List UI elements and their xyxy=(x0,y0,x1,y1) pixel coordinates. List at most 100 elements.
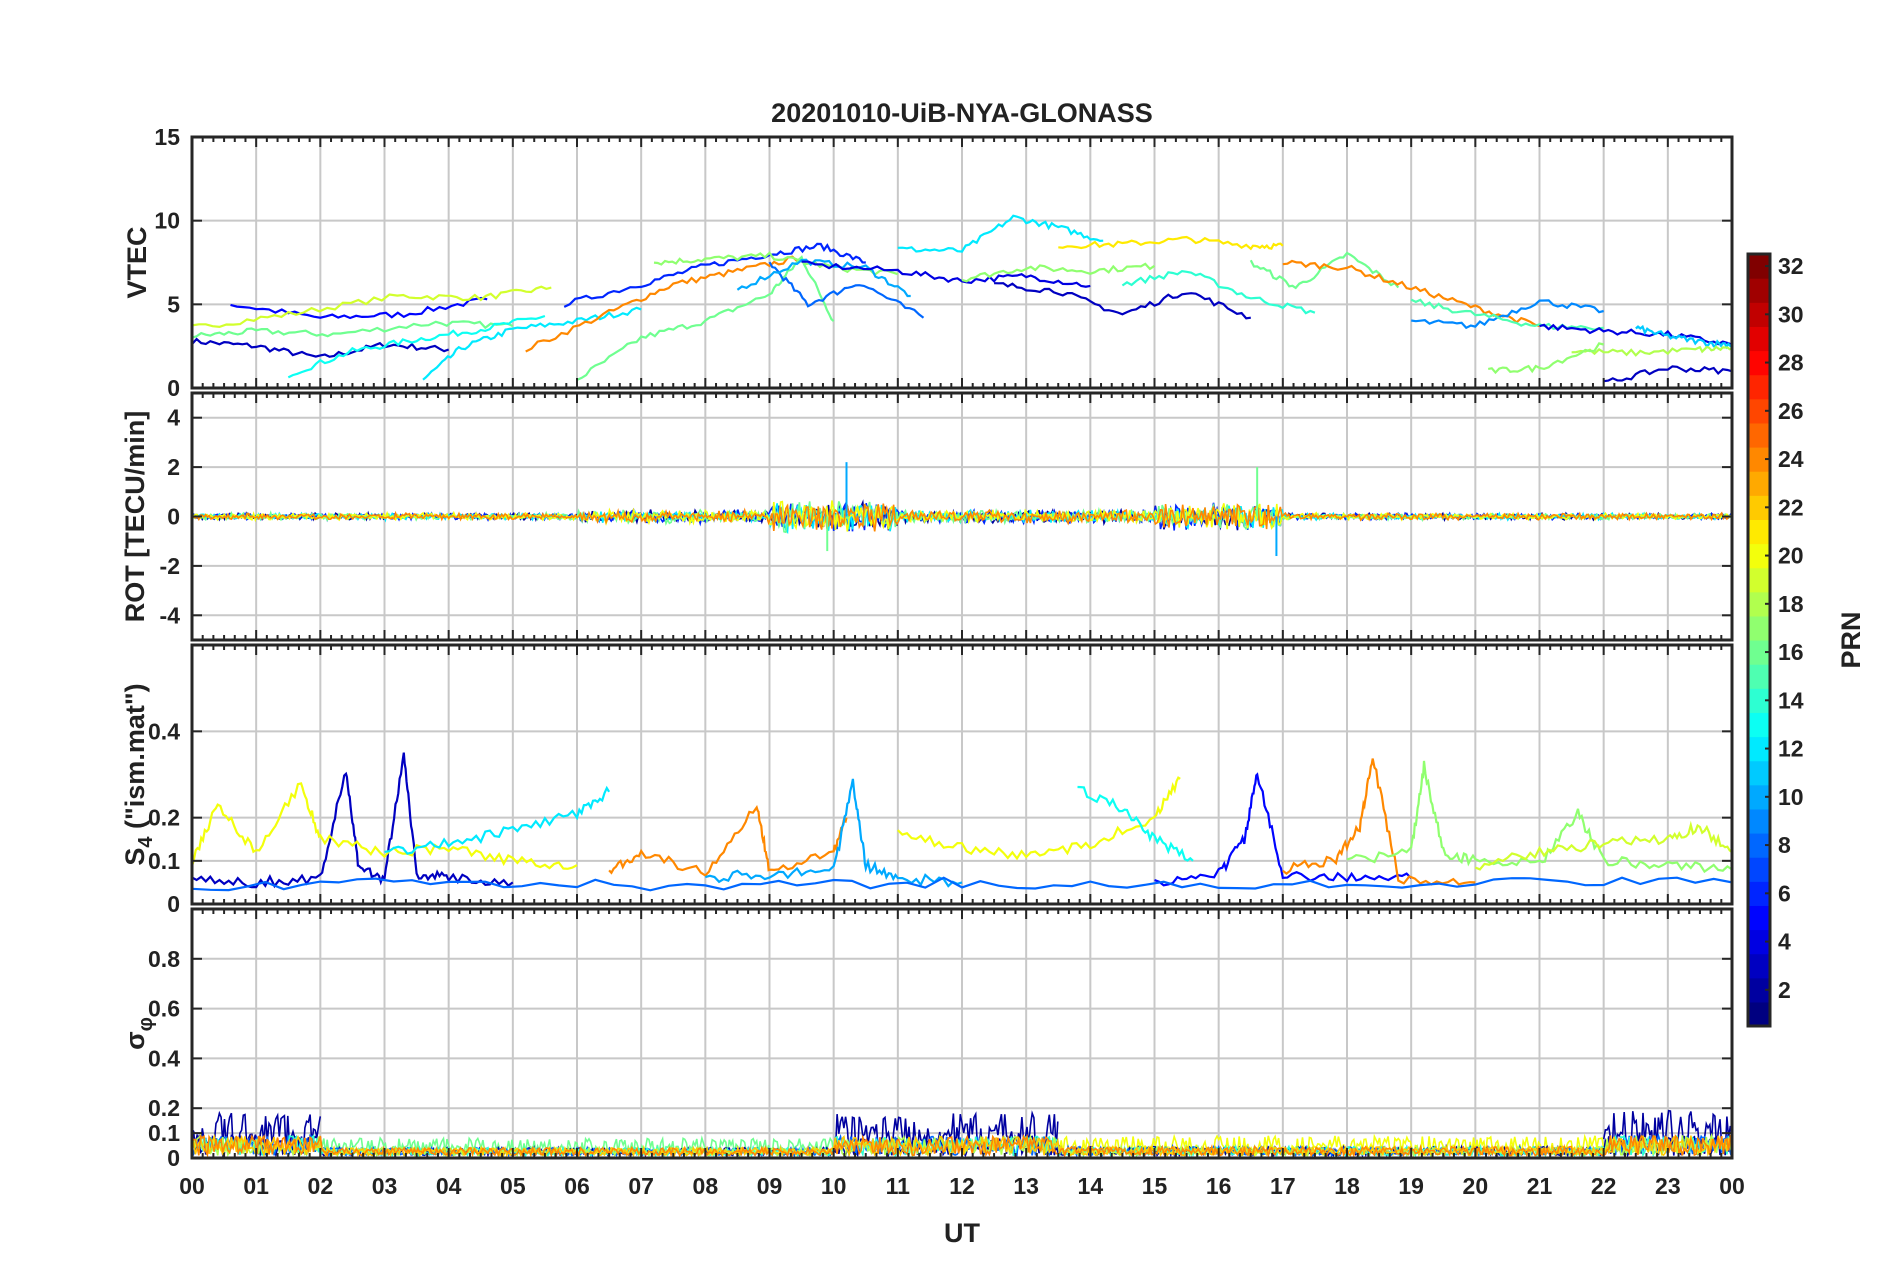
series-line-prn-4 xyxy=(801,260,1091,288)
colorbar-tick-label: 8 xyxy=(1778,832,1791,858)
colorbar-tick-label: 32 xyxy=(1778,253,1804,279)
series-line-prn-5 xyxy=(1154,772,1412,887)
colorbar-segment xyxy=(1748,254,1770,279)
colorbar-tick-label: 24 xyxy=(1778,446,1804,472)
x-tick-label: 03 xyxy=(372,1173,398,1199)
y-tick-label: 0.4 xyxy=(148,1045,180,1071)
x-tick-label: 00 xyxy=(1719,1173,1745,1199)
x-tick-label: 05 xyxy=(500,1173,526,1199)
x-tick-label: 07 xyxy=(628,1173,654,1199)
colorbar-segment xyxy=(1748,278,1770,303)
x-tick-label: 08 xyxy=(693,1173,719,1199)
y-tick-label: 0.4 xyxy=(148,718,180,744)
x-tick-label: 04 xyxy=(436,1173,462,1199)
panel-1: 0 5 10 15 VTEC xyxy=(122,124,1734,401)
y-tick-label: 0.2 xyxy=(148,805,180,831)
x-tick-label: 06 xyxy=(564,1173,590,1199)
noise-series-prn-2 xyxy=(1602,1109,1732,1156)
y-axis-label: VTEC xyxy=(122,226,152,298)
colorbar-segment xyxy=(1748,471,1770,496)
panel-3-data xyxy=(192,752,1732,892)
y-axis-label: S4 ("ism.mat") xyxy=(120,683,157,865)
y-tick-label: -4 xyxy=(160,602,181,628)
x-tick-label: 21 xyxy=(1527,1173,1553,1199)
colorbar-segment xyxy=(1748,808,1770,834)
series-line-prn-4 xyxy=(1539,323,1732,346)
x-tick-label: 17 xyxy=(1270,1173,1296,1199)
colorbar-segment xyxy=(1748,905,1770,931)
series-line-prn-3 xyxy=(1603,365,1732,383)
colorbar-tick-label: 20 xyxy=(1778,543,1804,569)
x-tick-label: 11 xyxy=(886,1173,911,1199)
x-tick-label: 14 xyxy=(1078,1173,1104,1199)
series-line-prn-5 xyxy=(230,296,488,320)
y-axis-label: σφ xyxy=(120,1017,157,1050)
y-tick-label: 5 xyxy=(167,291,180,317)
panel-3: 0 0.1 0.2 0.4S4 ("ism.mat") xyxy=(120,643,1734,917)
panel-4: 00.10.2 0.4 0.6 0.8 σφ xyxy=(120,907,1734,1171)
panel-1-data xyxy=(192,214,1732,383)
y-tick-label: -2 xyxy=(160,553,180,579)
x-tick-label: 20 xyxy=(1463,1173,1489,1199)
y-tick-label: 0.8 xyxy=(148,946,180,972)
colorbar-segment xyxy=(1748,881,1770,906)
series-line-prn-8 xyxy=(768,261,925,319)
series-line-prn-12 xyxy=(897,214,1104,253)
series-line-prn-19 xyxy=(192,285,552,329)
colorbar-segment xyxy=(1748,833,1770,858)
x-tick-label: 10 xyxy=(821,1173,847,1199)
series-line-prn-20 xyxy=(192,782,578,870)
series-line-prn-16 xyxy=(576,255,835,381)
panel-2-data xyxy=(192,462,1732,557)
colorbar-tick-label: 30 xyxy=(1778,301,1804,327)
colorbar-segment xyxy=(1748,374,1770,400)
x-tick-label: 23 xyxy=(1655,1173,1681,1199)
y-tick-label: 0 xyxy=(167,1145,180,1171)
noise-series-prn-2 xyxy=(833,1110,1059,1158)
x-tick-label: 00 xyxy=(179,1173,205,1199)
colorbar-tick-label: 12 xyxy=(1778,736,1804,762)
colorbar-tick-label: 2 xyxy=(1778,977,1791,1003)
x-tick-label: 13 xyxy=(1013,1173,1039,1199)
colorbar-segment xyxy=(1748,1001,1770,1027)
x-tick-labels: 00 01 02 03 04 05 06 07 08 09 10 11 12 13 14 15 16 17 18 19… xyxy=(179,1173,1745,1199)
series-line-prn-13 xyxy=(1077,785,1194,862)
colorbar-tick-label: 18 xyxy=(1778,591,1804,617)
colorbar-segment xyxy=(1748,736,1770,762)
colorbar-segment xyxy=(1748,857,1770,882)
series-line-prn-24 xyxy=(1282,259,1540,328)
colorbar-segment xyxy=(1748,615,1770,641)
colorbar-tick-label: 22 xyxy=(1778,494,1804,520)
colorbar-segment xyxy=(1748,422,1770,448)
series-line-prn-3 xyxy=(192,337,450,358)
chart-title: 20201010-UiB-NYA-GLONASS xyxy=(771,98,1153,128)
noise-series-prn-24 xyxy=(192,503,1732,532)
y-axis-label: ROT [TECU/min] xyxy=(120,411,150,622)
colorbar-segment xyxy=(1748,519,1770,545)
series-line-prn-11 xyxy=(1635,324,1732,350)
x-tick-label: 12 xyxy=(949,1173,975,1199)
y-tick-label: 0.2 xyxy=(148,1095,180,1121)
colorbar-segment xyxy=(1748,640,1770,665)
series-line-prn-24 xyxy=(525,255,803,353)
x-tick-label: 01 xyxy=(243,1173,269,1199)
x-axis-label: UT xyxy=(944,1218,980,1248)
y-tick-label: 0 xyxy=(167,891,180,917)
series-line-prn-16 xyxy=(1249,251,1400,290)
colorbar-segment xyxy=(1748,712,1770,738)
series-line-prn-8 xyxy=(192,876,1732,892)
colorbar-segment xyxy=(1748,953,1770,979)
colorbar-segment xyxy=(1748,543,1770,569)
colorbar-tick-label: 10 xyxy=(1778,784,1804,810)
series-line-prn-9 xyxy=(1411,299,1604,330)
series-line-prn-12 xyxy=(384,785,611,855)
series-line-prn-17 xyxy=(1346,760,1732,874)
colorbar-segment xyxy=(1748,977,1770,1003)
colorbar-segment xyxy=(1748,398,1770,424)
colorbar-segment xyxy=(1748,567,1770,593)
colorbar-segment xyxy=(1748,929,1770,955)
series-line-prn-17 xyxy=(653,251,899,277)
series-line-prn-15 xyxy=(1410,298,1604,331)
y-tick-label: 2 xyxy=(167,454,180,480)
